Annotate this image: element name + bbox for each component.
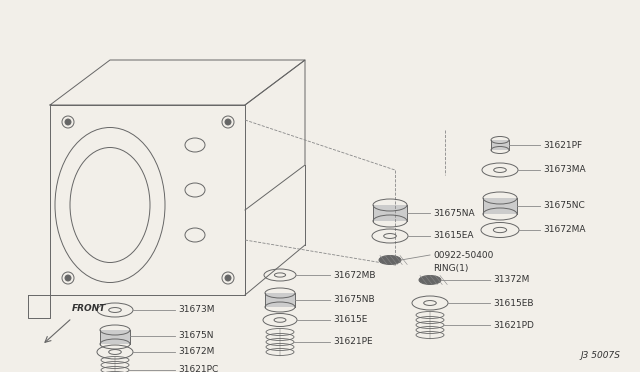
Text: 31675N: 31675N xyxy=(178,331,214,340)
Text: 31672MB: 31672MB xyxy=(333,270,376,279)
Text: 31675NC: 31675NC xyxy=(543,202,585,211)
Text: 31615EB: 31615EB xyxy=(493,298,534,308)
Text: 31673M: 31673M xyxy=(178,305,214,314)
Text: 31672M: 31672M xyxy=(178,347,214,356)
Text: 31615EA: 31615EA xyxy=(433,231,474,241)
Ellipse shape xyxy=(225,119,231,125)
Text: 31672MA: 31672MA xyxy=(543,225,586,234)
Ellipse shape xyxy=(225,275,231,281)
Ellipse shape xyxy=(379,256,401,264)
Text: 31372M: 31372M xyxy=(493,276,529,285)
Text: 31675NB: 31675NB xyxy=(333,295,374,305)
Text: 31621PE: 31621PE xyxy=(333,337,372,346)
Text: 31621PD: 31621PD xyxy=(493,321,534,330)
Ellipse shape xyxy=(65,119,71,125)
Text: 31621PC: 31621PC xyxy=(178,366,218,372)
Bar xyxy=(373,205,407,221)
Ellipse shape xyxy=(65,275,71,281)
Text: 31621PF: 31621PF xyxy=(543,141,582,150)
Text: RING(1): RING(1) xyxy=(433,263,468,273)
Bar xyxy=(491,140,509,150)
Text: 31615E: 31615E xyxy=(333,315,367,324)
Text: 00922-50400: 00922-50400 xyxy=(433,250,493,260)
Text: FRONT: FRONT xyxy=(72,304,106,313)
Ellipse shape xyxy=(419,276,441,285)
Text: J3 5007S: J3 5007S xyxy=(580,351,620,360)
Bar xyxy=(100,330,130,344)
Text: 31673MA: 31673MA xyxy=(543,166,586,174)
Text: 31675NA: 31675NA xyxy=(433,208,475,218)
Bar xyxy=(483,198,517,214)
Bar xyxy=(265,293,295,307)
